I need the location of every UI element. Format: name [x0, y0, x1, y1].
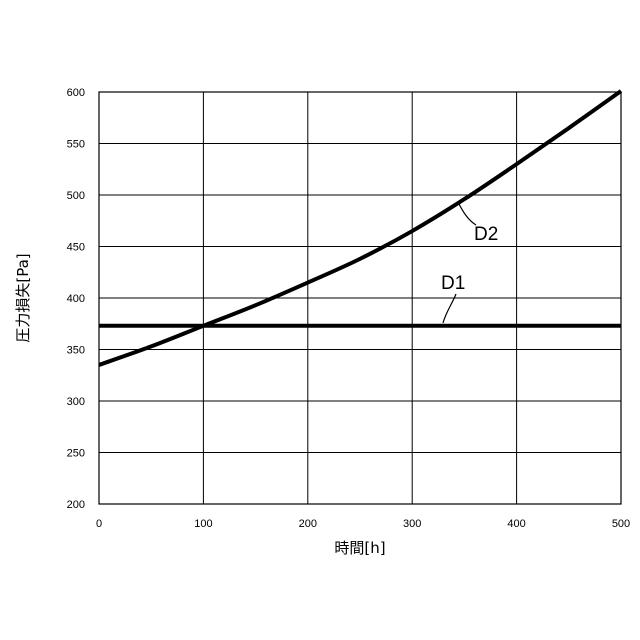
- series-leader-d2: [458, 202, 476, 225]
- x-tick-label: 0: [96, 518, 102, 530]
- x-tick-label: 500: [612, 518, 630, 530]
- series-label-d2: D2: [474, 224, 498, 245]
- y-tick-label: 600: [67, 87, 85, 99]
- series-label-d1: D1: [441, 273, 465, 294]
- x-axis-title: 時間[h]: [334, 539, 385, 557]
- y-axis-title: 圧力損失[Pa]: [14, 253, 32, 342]
- y-tick-label: 400: [67, 293, 85, 305]
- series-labels: D1 D2: [441, 202, 498, 323]
- x-tick-label: 100: [194, 518, 212, 530]
- grid: [99, 92, 621, 504]
- x-tick-label: 400: [507, 518, 525, 530]
- x-tick-label: 300: [403, 518, 421, 530]
- y-tick-label: 350: [67, 345, 85, 357]
- y-tick-label: 300: [67, 396, 85, 408]
- y-tick-label: 200: [67, 499, 85, 511]
- y-tick-label: 550: [67, 139, 85, 151]
- y-tick-label: 500: [67, 190, 85, 202]
- y-tick-label: 450: [67, 242, 85, 254]
- y-tick-label: 250: [67, 448, 85, 460]
- x-tick-label: 200: [299, 518, 317, 530]
- series-layer: [99, 91, 621, 365]
- tick-labels: 0 100 200 300 400 500 200 250 300 350 400 450 500 550…: [67, 87, 631, 530]
